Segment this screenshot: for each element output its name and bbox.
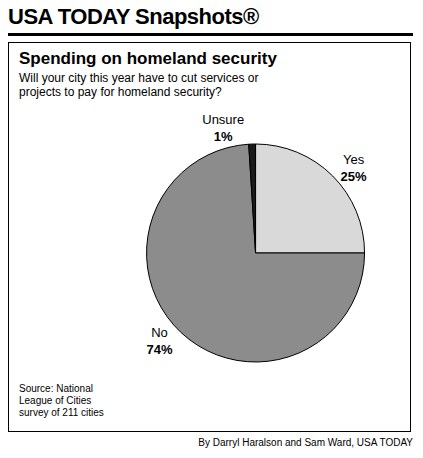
html-text:Will your city this year have: Will your city this year have to cut ser…: [19, 71, 259, 99]
html-text:By Darryl Haralson and Sam War: By Darryl Haralson and Sam Ward, USA TOD…: [198, 437, 413, 448]
svg-text:Yes25%: Yes25%: [341, 152, 367, 184]
html-text:USA TODAY Snapshots®: USA TODAY Snapshots®: [8, 4, 259, 29]
svg-text:Unsure1%: Unsure1%: [202, 112, 244, 144]
html-text:Source: National League of Cit: Source: National League of Cities survey…: [19, 383, 104, 418]
svg-text:No74%: No74%: [147, 325, 173, 357]
html-text:Spending on homeland security: Spending on homeland security: [19, 49, 277, 68]
